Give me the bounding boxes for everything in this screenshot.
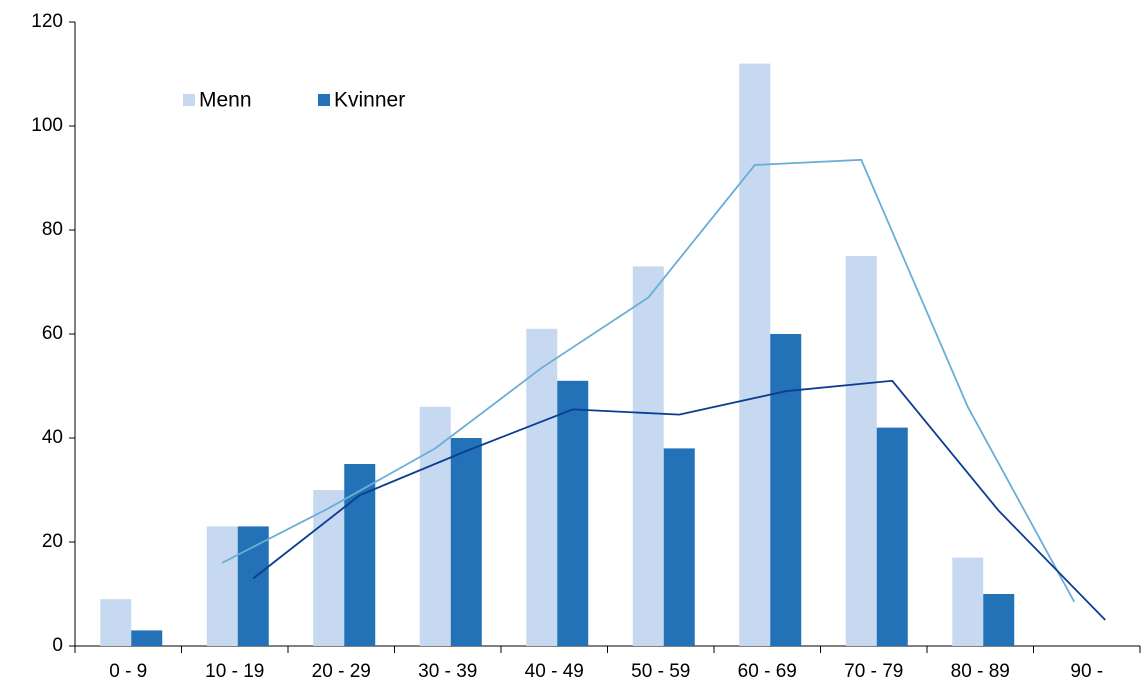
x-tick-label: 20 - 29 (312, 661, 371, 682)
bar (876, 427, 908, 646)
trend-line (252, 379, 1106, 621)
legend-swatch (183, 94, 195, 106)
bar (419, 406, 451, 646)
bar (237, 526, 269, 646)
legend-swatch (318, 94, 330, 106)
x-tick-label: 80 - 89 (951, 661, 1010, 682)
x-tick-label: 10 - 19 (205, 661, 264, 682)
y-tick-label: 20 (42, 531, 63, 552)
legend-label: Menn (199, 89, 252, 112)
bar (526, 328, 558, 646)
bar (206, 526, 238, 646)
x-tick-label: 70 - 79 (844, 661, 903, 682)
y-tick-label: 0 (52, 635, 63, 656)
bar (557, 380, 589, 646)
bar (845, 256, 877, 646)
legend-label: Kvinner (334, 89, 405, 112)
y-tick-label: 80 (42, 219, 63, 240)
bar (100, 599, 132, 646)
bar (313, 490, 345, 646)
bar (770, 334, 802, 646)
bar (131, 630, 163, 646)
trend-line (221, 158, 1076, 603)
bar (450, 438, 482, 646)
x-tick-label: 60 - 69 (738, 661, 797, 682)
y-tick-label: 100 (31, 115, 63, 136)
x-tick-label: 90 - (1070, 661, 1103, 682)
y-tick-label: 120 (31, 11, 63, 32)
y-tick-label: 60 (42, 323, 63, 344)
bar (739, 63, 771, 647)
bar (632, 266, 664, 646)
x-tick-label: 50 - 59 (631, 661, 690, 682)
bar (663, 448, 695, 646)
x-tick-label: 0 - 9 (109, 661, 147, 682)
bar (952, 557, 984, 646)
x-tick-label: 40 - 49 (525, 661, 584, 682)
x-tick-label: 30 - 39 (418, 661, 477, 682)
bar (983, 594, 1015, 646)
y-tick-label: 40 (42, 427, 63, 448)
